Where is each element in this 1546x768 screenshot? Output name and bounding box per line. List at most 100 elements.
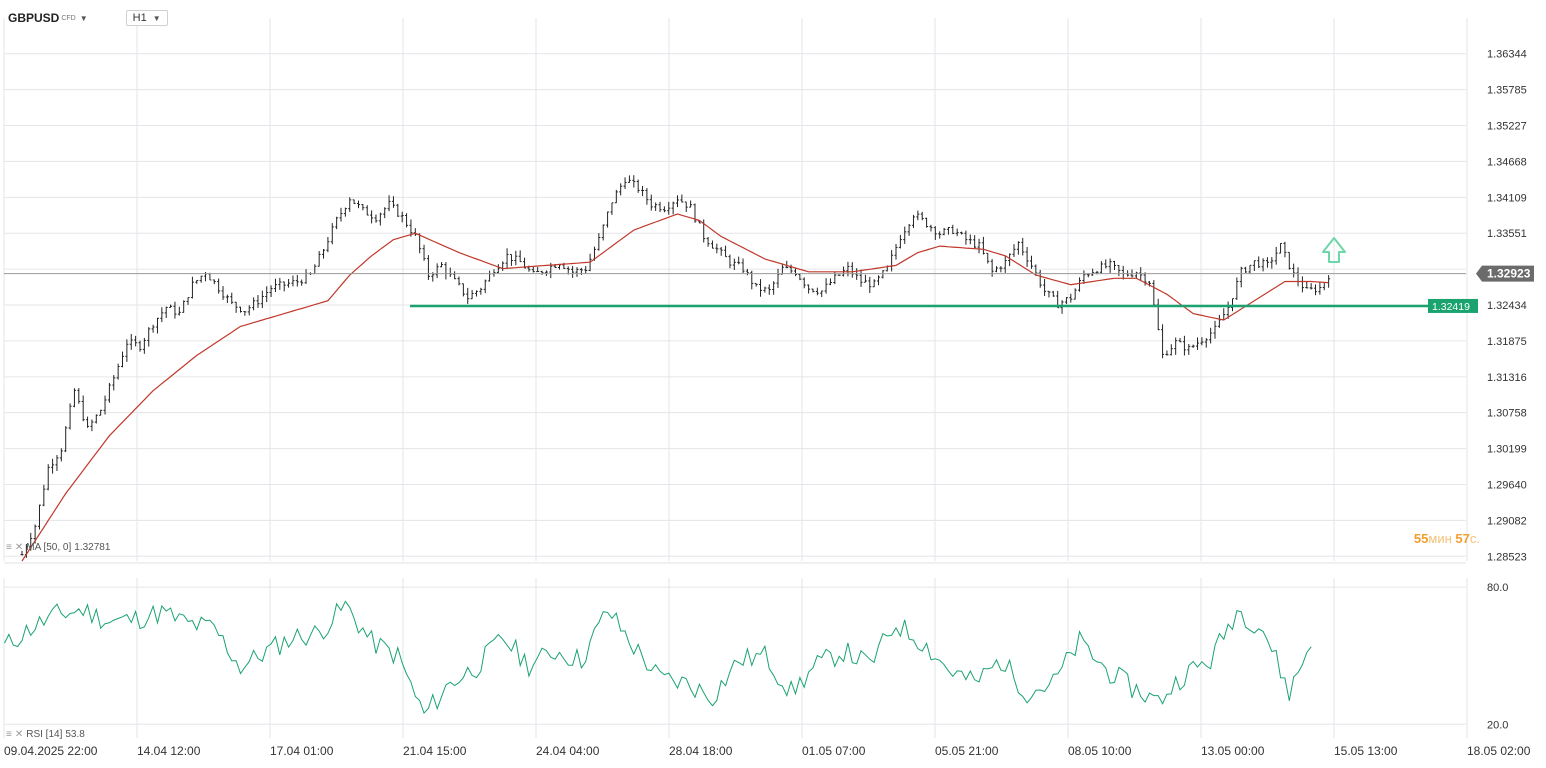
- ohlc-bar: [225, 294, 229, 304]
- price-tick-label: 1.29082: [1487, 515, 1527, 527]
- ohlc-bar: [94, 414, 98, 424]
- price-tick-label: 1.32434: [1487, 300, 1527, 312]
- symbol-selector[interactable]: GBPUSD CFD ▼: [8, 11, 88, 25]
- ohlc-bar: [780, 263, 784, 275]
- ohlc-bar: [1038, 269, 1042, 288]
- ohlc-bar: [164, 306, 168, 318]
- ohlc-bar: [929, 224, 933, 232]
- ohlc-bar: [911, 214, 915, 229]
- ma-legend-label: MA [50, 0]: [26, 542, 72, 553]
- ohlc-bar: [575, 267, 579, 277]
- ohlc-bar: [387, 195, 391, 212]
- ohlc-bar: [300, 279, 304, 286]
- close-icon[interactable]: ✕: [14, 542, 24, 553]
- ohlc-bar: [737, 256, 741, 265]
- ohlc-bar: [37, 504, 41, 530]
- time-tick-label: 08.05 10:00: [1068, 744, 1132, 758]
- ohlc-bar: [190, 276, 194, 299]
- countdown-seconds-unit: с.: [1469, 531, 1480, 546]
- ohlc-bar: [352, 199, 356, 205]
- ohlc-bar: [645, 188, 649, 205]
- ohlc-bar: [134, 335, 138, 347]
- price-tick-label: 1.35785: [1487, 85, 1527, 97]
- settings-icon[interactable]: ≡: [6, 729, 12, 740]
- ohlc-bar: [483, 279, 487, 294]
- settings-icon[interactable]: ≡: [6, 542, 12, 553]
- ohlc-bar: [890, 250, 894, 272]
- ohlc-bar: [1021, 237, 1025, 256]
- ohlc-bar: [680, 194, 684, 203]
- rsi-legend-label: RSI [14]: [26, 729, 63, 740]
- ohlc-bar: [868, 276, 872, 294]
- ohlc-bar: [518, 250, 522, 263]
- ohlc-bar: [400, 211, 404, 223]
- price-tick-label: 1.31316: [1487, 372, 1527, 384]
- time-tick-label: 21.04 15:00: [403, 744, 467, 758]
- price-tick-label: 1.29640: [1487, 480, 1527, 492]
- ohlc-bar: [719, 246, 723, 256]
- ohlc-bar: [1239, 266, 1243, 288]
- ohlc-bar: [1265, 257, 1269, 268]
- time-tick-label: 13.05 00:00: [1201, 744, 1265, 758]
- ohlc-bar: [422, 244, 426, 261]
- ohlc-bar: [763, 286, 767, 293]
- timeframe-selector[interactable]: H1 ▼: [125, 10, 168, 26]
- close-icon[interactable]: ✕: [14, 729, 24, 740]
- ohlc-bar: [256, 295, 260, 308]
- ohlc-bar: [741, 258, 745, 274]
- ohlc-bar: [335, 216, 339, 230]
- ohlc-bar: [1099, 261, 1103, 274]
- ohlc-bar: [326, 237, 330, 253]
- ohlc-bar: [1257, 256, 1261, 269]
- ohlc-bar: [42, 484, 46, 507]
- rsi-tick-label: 20.0: [1487, 719, 1508, 731]
- symbol-name: GBPUSD: [8, 11, 60, 25]
- ohlc-bar: [671, 201, 675, 215]
- ohlc-bar: [916, 210, 920, 221]
- ohlc-bar: [217, 278, 221, 294]
- ohlc-bar: [798, 273, 802, 281]
- ohlc-bar: [925, 217, 929, 228]
- ohlc-bar: [239, 306, 242, 313]
- price-tick-label: 1.28523: [1487, 551, 1527, 563]
- ohlc-bar: [641, 185, 645, 197]
- ohlc-bar: [1104, 259, 1108, 269]
- ohlc-bar: [252, 297, 256, 311]
- ohlc-bar: [1121, 265, 1125, 280]
- ohlc-bar: [121, 351, 125, 368]
- price-tags: 1.32923 1.32419: [1428, 265, 1534, 313]
- ohlc-bar: [1305, 281, 1309, 289]
- ohlc-bar: [59, 448, 63, 462]
- price-tick-label: 1.34109: [1487, 192, 1527, 204]
- ohlc-bar: [304, 269, 308, 284]
- price-tick-label: 1.33551: [1487, 228, 1527, 240]
- ohlc-bar: [1200, 337, 1204, 346]
- time-tick-label: 09.04.2025 22:00: [4, 744, 98, 758]
- ohlc-bar: [999, 266, 1003, 273]
- ohlc-bar: [1226, 301, 1230, 319]
- ohlc-bar: [973, 235, 977, 249]
- ohlc-bar: [606, 211, 610, 228]
- ohlc-bar: [728, 254, 732, 269]
- ohlc-bar: [933, 226, 937, 240]
- ohlc-bar: [195, 279, 199, 284]
- ohlc-bar: [863, 274, 867, 283]
- price-axis[interactable]: 1.36344 1.35785 1.35227 1.34668 1.34109 1.335…: [1487, 49, 1527, 732]
- ohlc-bar: [745, 268, 749, 276]
- time-axis[interactable]: 09.04.2025 22:00 14.04 12:00 17.04 01:00 21…: [4, 744, 1531, 758]
- ohlc-bar: [1165, 350, 1169, 356]
- ohlc-bar: [1051, 290, 1055, 297]
- ohlc-bar: [1012, 244, 1016, 257]
- ohlc-bar: [125, 339, 129, 362]
- ohlc-bar: [658, 201, 662, 213]
- ohlc-bar: [1008, 253, 1012, 267]
- ohlc-bar: [86, 416, 90, 428]
- ohlc-bar: [20, 550, 24, 556]
- ohlc-bar: [116, 363, 120, 380]
- ohlc-bar: [317, 251, 321, 267]
- ohlc-bar: [474, 290, 478, 297]
- countdown-minutes: 55: [1413, 531, 1429, 546]
- ohlc-bar: [103, 395, 107, 415]
- current-price-tag: [1476, 265, 1534, 282]
